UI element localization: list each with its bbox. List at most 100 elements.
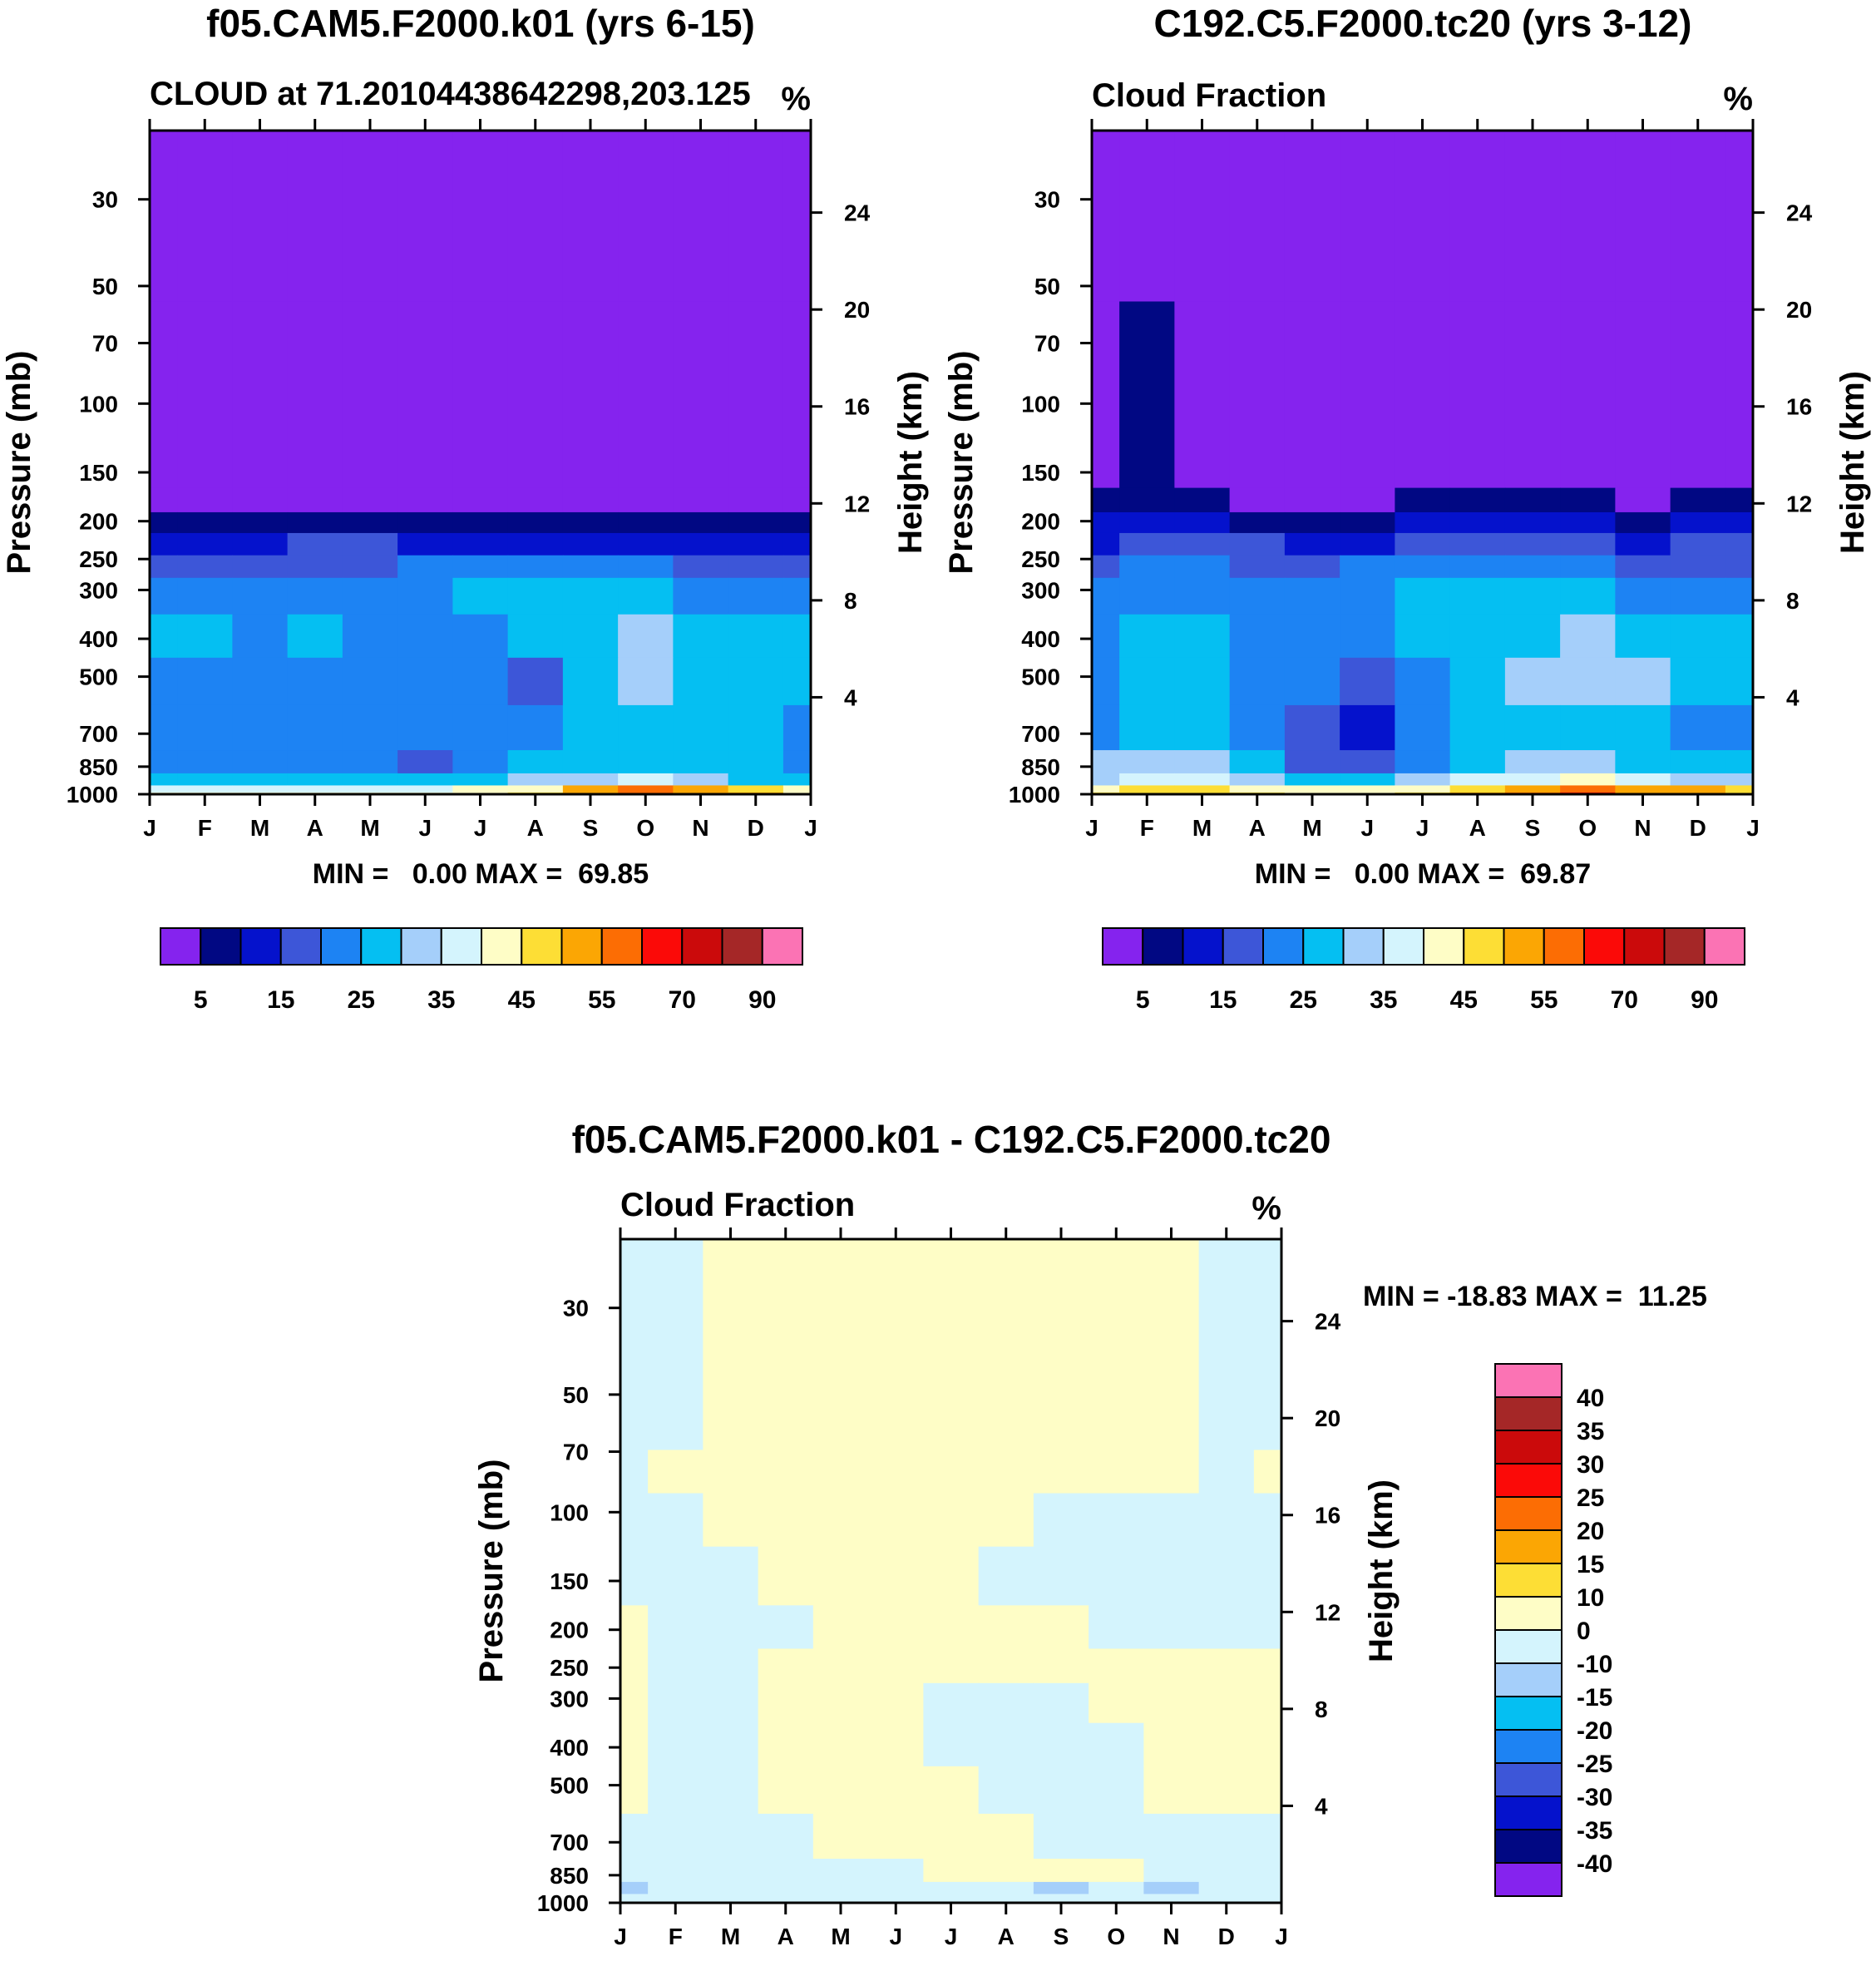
- field-cell: [177, 750, 233, 774]
- field-cell: [1340, 614, 1395, 659]
- field-cell: [1253, 1682, 1281, 1724]
- field-cell: [1174, 577, 1231, 615]
- field-cell: [728, 750, 784, 774]
- field-cell: [703, 1546, 759, 1606]
- field-cell: [618, 577, 674, 615]
- field-cell: [1198, 1881, 1255, 1895]
- field-cell: [703, 1881, 759, 1895]
- field-cell: [287, 532, 343, 556]
- colorbar-swatch: [1494, 1862, 1563, 1897]
- field-cell: [618, 532, 674, 556]
- field-cell: [728, 301, 784, 489]
- field-cell: [728, 487, 784, 513]
- field-cell: [618, 657, 674, 706]
- field-cell: [620, 1605, 649, 1650]
- field-cell: [673, 131, 729, 303]
- field-cell: [728, 532, 784, 556]
- panel-a-ylabel: Pressure (mb): [1, 351, 37, 575]
- field-cell: [1395, 577, 1451, 615]
- field-cell: [1174, 532, 1231, 556]
- field-cell: [562, 487, 619, 513]
- field-cell: [1089, 1546, 1144, 1606]
- field-cell: [1174, 555, 1231, 579]
- field-cell: [1089, 1813, 1144, 1860]
- panel-a-stats: MIN = 0.00 MAX = 69.85: [313, 858, 649, 890]
- field-cell: [618, 704, 674, 751]
- field-cell: [452, 773, 509, 787]
- field-cell: [452, 577, 509, 615]
- y-tick-label: 150: [550, 1568, 589, 1594]
- field-cell: [452, 614, 509, 659]
- field-cell: [1174, 773, 1231, 787]
- field-cell: [758, 1766, 814, 1815]
- field-cell: [1092, 131, 1120, 303]
- field-cell: [703, 1493, 759, 1548]
- field-cell: [177, 657, 233, 706]
- colorbar-swatch: [1342, 927, 1385, 966]
- field-cell: [812, 1859, 869, 1883]
- field-cell: [1253, 1332, 1281, 1451]
- field-cell: [1504, 131, 1561, 303]
- colorbar-swatch: [1543, 927, 1585, 966]
- field-cells-b: [1092, 131, 1753, 794]
- field-cell: [703, 1239, 759, 1333]
- field-cell: [1395, 511, 1451, 534]
- field-cell: [1143, 1894, 1200, 1902]
- colorbar-swatch: [320, 927, 363, 966]
- colorbar-swatch: [400, 927, 442, 966]
- panel-d-ylabel-right: Height (km): [1363, 1479, 1400, 1662]
- field-cell: [1033, 1332, 1089, 1451]
- field-cell: [397, 704, 453, 751]
- field-cell: [1395, 301, 1451, 489]
- field-cell: [507, 532, 564, 556]
- field-cell: [648, 1605, 704, 1650]
- field-cell: [1670, 131, 1726, 303]
- field-cell: [177, 301, 233, 489]
- field-cell: [648, 1546, 704, 1606]
- field-cell: [703, 1450, 759, 1494]
- field-cell: [1395, 532, 1451, 556]
- field-cell: [177, 577, 233, 615]
- x-tick-label: J: [945, 1924, 958, 1949]
- y-tick-label: 850: [550, 1863, 589, 1889]
- field-cell: [1725, 532, 1753, 556]
- field-cell: [728, 614, 784, 659]
- field-cell: [758, 1332, 814, 1451]
- field-cell: [1143, 1722, 1200, 1767]
- field-cell: [1143, 1493, 1200, 1548]
- colorbar-swatch: [681, 927, 723, 966]
- colorbar-swatch: [1494, 1463, 1563, 1498]
- field-cell: [452, 785, 509, 793]
- field-cell: [342, 577, 398, 615]
- panel-model-b: C192.C5.F2000.tc20 (yrs 3-12) Cloud Frac…: [943, 2, 1871, 1014]
- field-cell: [1340, 131, 1395, 303]
- field-cell: [177, 704, 233, 751]
- field-cell: [150, 301, 178, 489]
- field-cell: [758, 1493, 814, 1548]
- field-cell: [978, 1859, 1034, 1883]
- field-cell: [1504, 555, 1561, 579]
- field-cell: [232, 532, 289, 556]
- colorbar-label: 30: [1577, 1451, 1604, 1479]
- field-cell: [1560, 577, 1616, 615]
- colorbar-swatch: [1423, 927, 1465, 966]
- field-cell: [1395, 750, 1451, 774]
- colorbar-swatch: [1382, 927, 1424, 966]
- y-tick-label: 700: [79, 721, 118, 747]
- field-cell: [812, 1239, 869, 1333]
- field-cell: [1174, 511, 1231, 534]
- colorbar-label: 55: [1530, 986, 1558, 1014]
- y-tick-label: 500: [1021, 664, 1060, 690]
- field-cell: [868, 1239, 924, 1333]
- field-cell: [1033, 1450, 1089, 1494]
- field-cell: [1089, 1859, 1144, 1883]
- field-cell: [177, 614, 233, 659]
- field-cell: [1284, 750, 1340, 774]
- field-cell: [1340, 773, 1395, 787]
- y-tick-label: 30: [92, 187, 118, 213]
- x-tick-label: M: [1192, 815, 1212, 841]
- field-cell: [923, 1859, 980, 1883]
- field-cell: [1253, 1881, 1281, 1895]
- field-cell: [648, 1766, 704, 1815]
- field-cell: [1615, 704, 1671, 751]
